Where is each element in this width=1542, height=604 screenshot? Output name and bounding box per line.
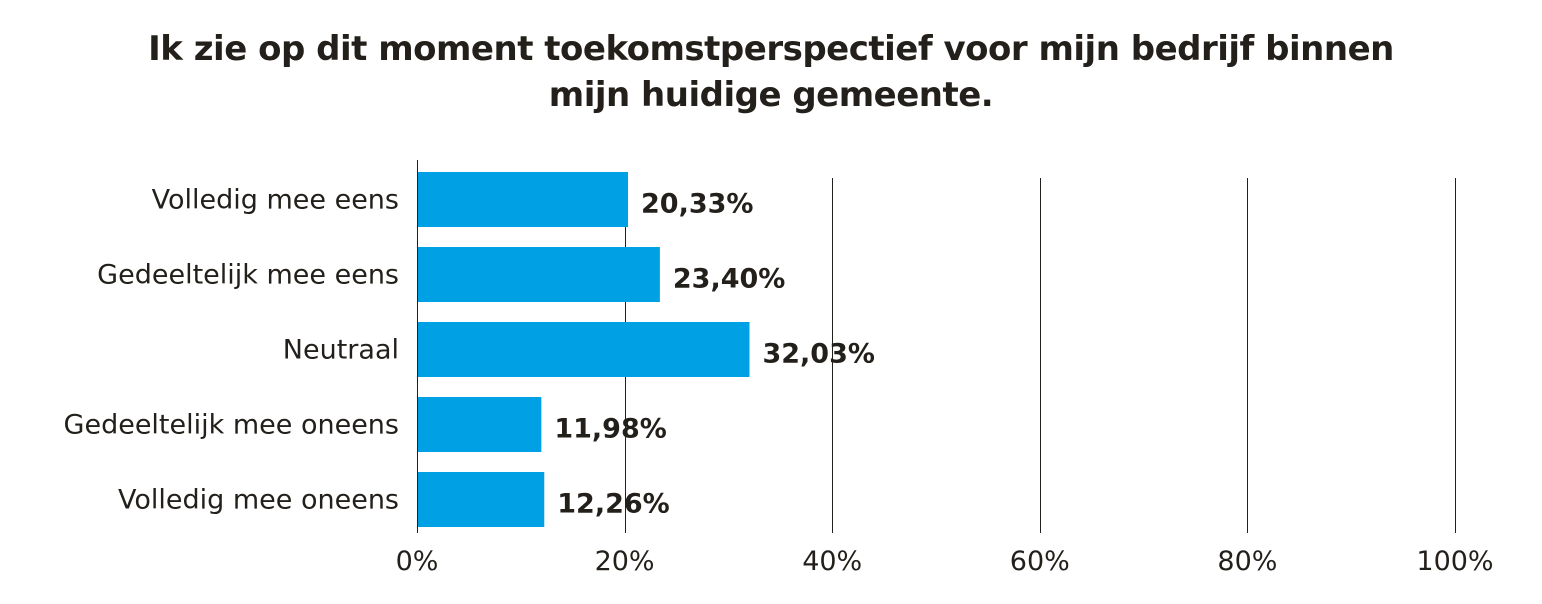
category-label-3: Gedeeltelijk mee oneens bbox=[64, 410, 399, 441]
chart-title-line-2: mijn huidige gemeente. bbox=[548, 75, 994, 115]
value-label-1: 23,40% bbox=[673, 264, 785, 295]
x-tick-label-4: 80% bbox=[1217, 546, 1277, 577]
category-label-0: Volledig mee eens bbox=[152, 185, 399, 216]
x-tick-label-3: 60% bbox=[1010, 546, 1070, 577]
category-label-1: Gedeeltelijk mee eens bbox=[97, 260, 399, 291]
x-tick-label-2: 40% bbox=[802, 546, 862, 577]
bar-1 bbox=[417, 247, 660, 302]
bar-4 bbox=[417, 472, 545, 527]
bar-0 bbox=[417, 172, 629, 227]
value-label-2: 32,03% bbox=[762, 339, 874, 370]
chart-title-line-1: Ik zie op dit moment toekomstperspectief… bbox=[148, 29, 1394, 69]
value-label-3: 11,98% bbox=[554, 414, 666, 445]
bar-3 bbox=[417, 397, 542, 452]
x-tick-label-1: 20% bbox=[595, 546, 655, 577]
value-label-4: 12,26% bbox=[557, 489, 669, 520]
value-label-0: 20,33% bbox=[641, 189, 753, 220]
bar-2 bbox=[417, 322, 750, 377]
x-tick-label-0: 0% bbox=[396, 546, 439, 577]
category-label-4: Volledig mee oneens bbox=[118, 485, 399, 516]
category-label-2: Neutraal bbox=[283, 335, 399, 366]
x-tick-label-5: 100% bbox=[1416, 546, 1493, 577]
chart-title: Ik zie op dit moment toekomstperspectief… bbox=[0, 26, 1542, 118]
